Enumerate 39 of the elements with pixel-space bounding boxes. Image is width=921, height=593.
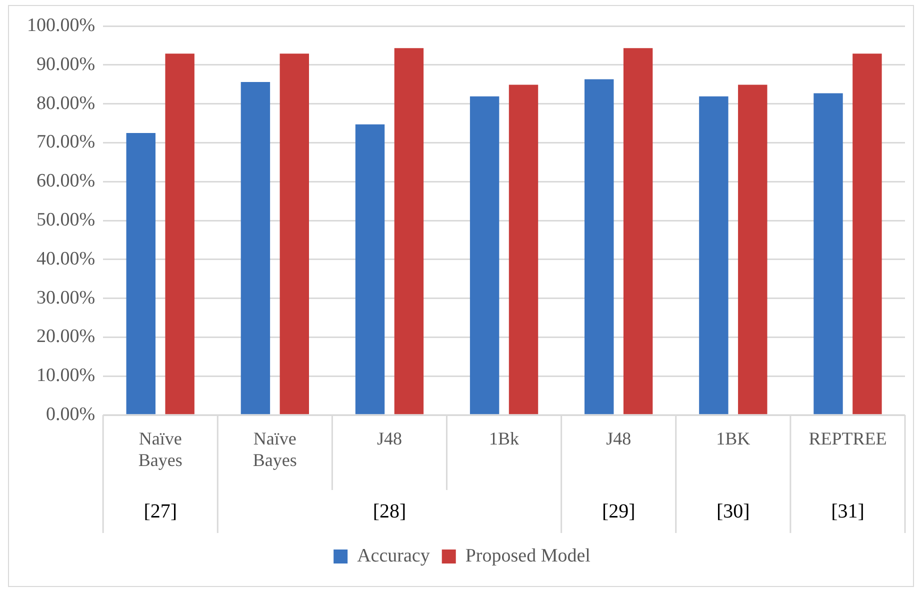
legend-label: Accuracy (357, 545, 430, 566)
text: [27] (144, 500, 178, 522)
y-tick-label: 0.00% (46, 404, 96, 425)
bar (508, 84, 538, 414)
text: [29] (602, 500, 636, 522)
x-tick-label: REPTREE (808, 428, 887, 449)
y-tick-label: 50.00% (36, 209, 96, 230)
bar (126, 132, 156, 414)
bar (738, 84, 768, 414)
y-tick-label: 100.00% (27, 14, 96, 36)
y-tick-label: 20.00% (36, 326, 96, 348)
y-tick-label: 70.00% (36, 132, 96, 153)
x-tick-label: 1Bk (489, 428, 520, 449)
x-tick-label: J48 (376, 428, 402, 449)
x-tick-label: J48 (606, 428, 632, 449)
y-tick-label: 40.00% (36, 248, 96, 270)
bar (623, 48, 653, 414)
text: [28] (372, 500, 406, 522)
x-tick-label: 1BK (716, 428, 750, 449)
bar (355, 124, 385, 414)
bar (584, 79, 614, 414)
bar (470, 96, 500, 414)
bar (699, 96, 728, 414)
bar (280, 54, 309, 414)
y-tick-label: 60.00% (36, 170, 96, 192)
bar (852, 54, 882, 414)
bar (394, 48, 424, 414)
bar (165, 54, 194, 414)
text: [30] (716, 500, 750, 522)
y-tick-label: 90.00% (36, 54, 96, 75)
y-tick-label: 10.00% (36, 365, 96, 386)
text: [31] (831, 500, 864, 522)
bar (240, 82, 270, 414)
y-tick-label: 80.00% (36, 92, 96, 114)
x-tick-label: Naïve Bayes (138, 428, 182, 470)
legend-label: Proposed Model (465, 545, 590, 566)
x-tick-label: Naïve Bayes (252, 428, 297, 470)
y-tick-label: 30.00% (36, 287, 96, 308)
bar (814, 93, 843, 414)
